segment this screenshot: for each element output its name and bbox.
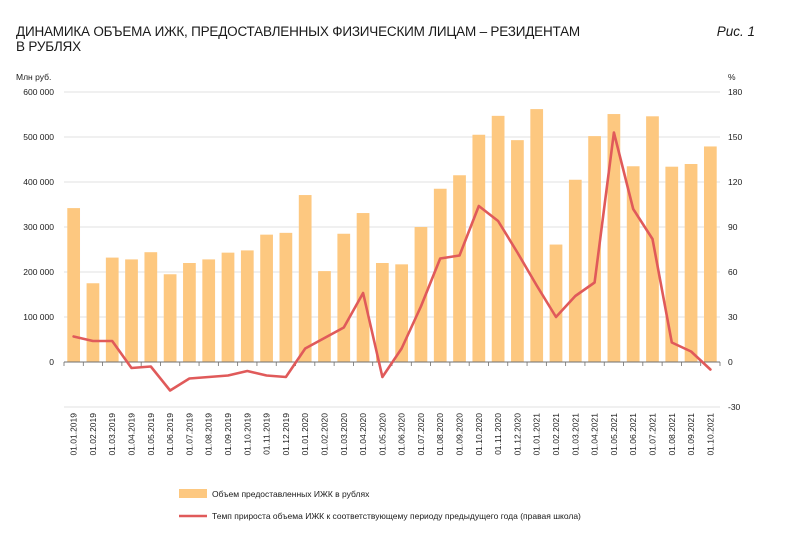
left-axis-unit: Млн руб. [16,72,51,82]
left-axis-tick-label: 500 000 [23,132,54,142]
bar [491,115,505,362]
x-axis-tick-label: 01.07.2019 [184,413,194,456]
x-axis-tick-label: 01.10.2020 [474,413,484,456]
x-axis-tick-label: 01.04.2020 [358,413,368,456]
x-axis-tick-label: 01.03.2021 [570,413,580,456]
bar [279,232,293,362]
x-axis-tick-label: 01.08.2020 [435,413,445,456]
bar [67,208,81,362]
x-axis-tick-label: 01.01.2021 [532,413,542,456]
x-axis-tick-label: 01.11.2020 [493,413,503,455]
legend: Объем предоставленных ИЖК в рублях Темп п… [179,489,581,521]
x-axis-tick-label: 01.06.2020 [397,413,407,456]
bar [607,114,621,362]
bar [125,259,138,362]
bar [183,263,196,362]
chart-title-line-2: В РУБЛЯХ [16,39,81,54]
x-axis-tick-label: 01.12.2019 [281,413,291,456]
x-axis-tick-label: 01.04.2021 [590,413,600,456]
right-axis-tick-label: -30 [728,402,741,412]
growth-rate-line [72,131,712,392]
x-axis-tick-label: 01.10.2021 [705,413,715,456]
right-axis: % -30 0 30 60 90 120 150 180 [728,72,742,412]
bar [375,263,389,362]
chart-title-line-1: ДИНАМИКА ОБЪЕМА ИЖК, ПРЕДОСТАВЛЕННЫХ ФИЗ… [16,24,580,39]
bar [144,252,158,362]
x-axis-tick-label: 01.08.2021 [667,413,677,456]
right-axis-tick-label: 120 [728,177,742,187]
bar [665,166,679,362]
right-axis-unit: % [728,72,736,82]
x-axis-tick-label: 01.04.2019 [127,413,137,456]
x-axis-tick-label: 01.07.2020 [416,413,426,456]
bar [568,179,582,362]
right-axis-tick-label: 90 [728,222,738,232]
right-axis-tick-label: 150 [728,132,742,142]
left-axis-tick-label: 100 000 [23,312,54,322]
x-axis-tick-label: 01.09.2019 [223,413,233,456]
x-axis-tick-label: 01.01.2020 [300,413,310,456]
bar [433,188,447,362]
x-axis-tick-label: 01.12.2020 [512,413,522,456]
legend-label-bar: Объем предоставленных ИЖК в рублях [212,489,370,499]
x-axis-tick-label: 01.05.2021 [609,413,619,456]
left-axis-tick-label: 200 000 [23,267,54,277]
bar [530,109,544,362]
x-axis-tick-label: 01.02.2020 [319,413,329,456]
x-axis-tick-label: 01.09.2020 [455,413,465,456]
figure-label: Рис. 1 [716,24,755,39]
bar [260,234,273,362]
legend-label-line: Темп прироста объема ИЖК к соответствующ… [212,511,581,521]
x-axis-tick-label: 01.02.2021 [551,413,561,456]
x-axis-tick-label: 01.03.2020 [339,413,349,456]
x-axis-tick-label: 01.09.2021 [686,413,696,456]
left-axis-tick-label: 400 000 [23,177,54,187]
gridlines [64,91,720,408]
x-axis-tick-label: 01.05.2020 [377,413,387,456]
chart-title: ДИНАМИКА ОБЪЕМА ИЖК, ПРЕДОСТАВЛЕННЫХ ФИЗ… [16,24,616,54]
line-series [72,131,712,392]
bar [105,257,119,362]
x-axis-tick-label: 01.10.2019 [242,413,252,456]
left-axis: Млн руб. 0 100 000 200 000 300 000 400 000 500… [16,72,54,367]
legend-swatch-bar [179,489,207,498]
right-axis-tick-label: 30 [728,312,738,322]
bar-series [67,109,717,362]
x-axis-tick-label: 01.06.2021 [628,413,638,456]
bar [202,259,216,362]
bar [684,164,698,362]
x-axis-tick-label: 01.02.2019 [88,413,98,456]
bar [298,195,312,362]
right-axis-tick-label: 60 [728,267,738,277]
bar [395,264,409,362]
bar [356,213,370,362]
x-axis-tick-label: 01.05.2019 [146,413,156,456]
bar [86,283,100,362]
bar [472,134,486,362]
bar [414,227,428,362]
x-axis: 01.01.2019 01.02.2019 01.03.2019 01.04.2019… [69,413,716,456]
bar [163,274,177,362]
bar [240,250,254,362]
bar [318,271,331,362]
x-axis-tick-label: 01.08.2019 [204,413,214,456]
right-axis-tick-label: 180 [728,87,742,97]
x-axis-tick-label: 01.01.2019 [69,413,79,456]
bar [703,146,717,362]
x-axis-tick-label: 01.06.2019 [165,413,175,456]
bar [549,244,563,362]
x-axis-tick-label: 01.11.2019 [262,413,272,455]
bar [221,252,235,362]
left-axis-tick-label: 300 000 [23,222,54,232]
x-axis-tick-label: 01.03.2019 [107,413,117,456]
bar [588,136,601,362]
right-axis-tick-label: 0 [728,357,733,367]
left-axis-tick-label: 600 000 [23,87,54,97]
bar [453,175,466,362]
left-axis-tick-label: 0 [49,357,54,367]
bar [337,233,351,362]
x-axis-tick-label: 01.07.2021 [647,413,657,456]
